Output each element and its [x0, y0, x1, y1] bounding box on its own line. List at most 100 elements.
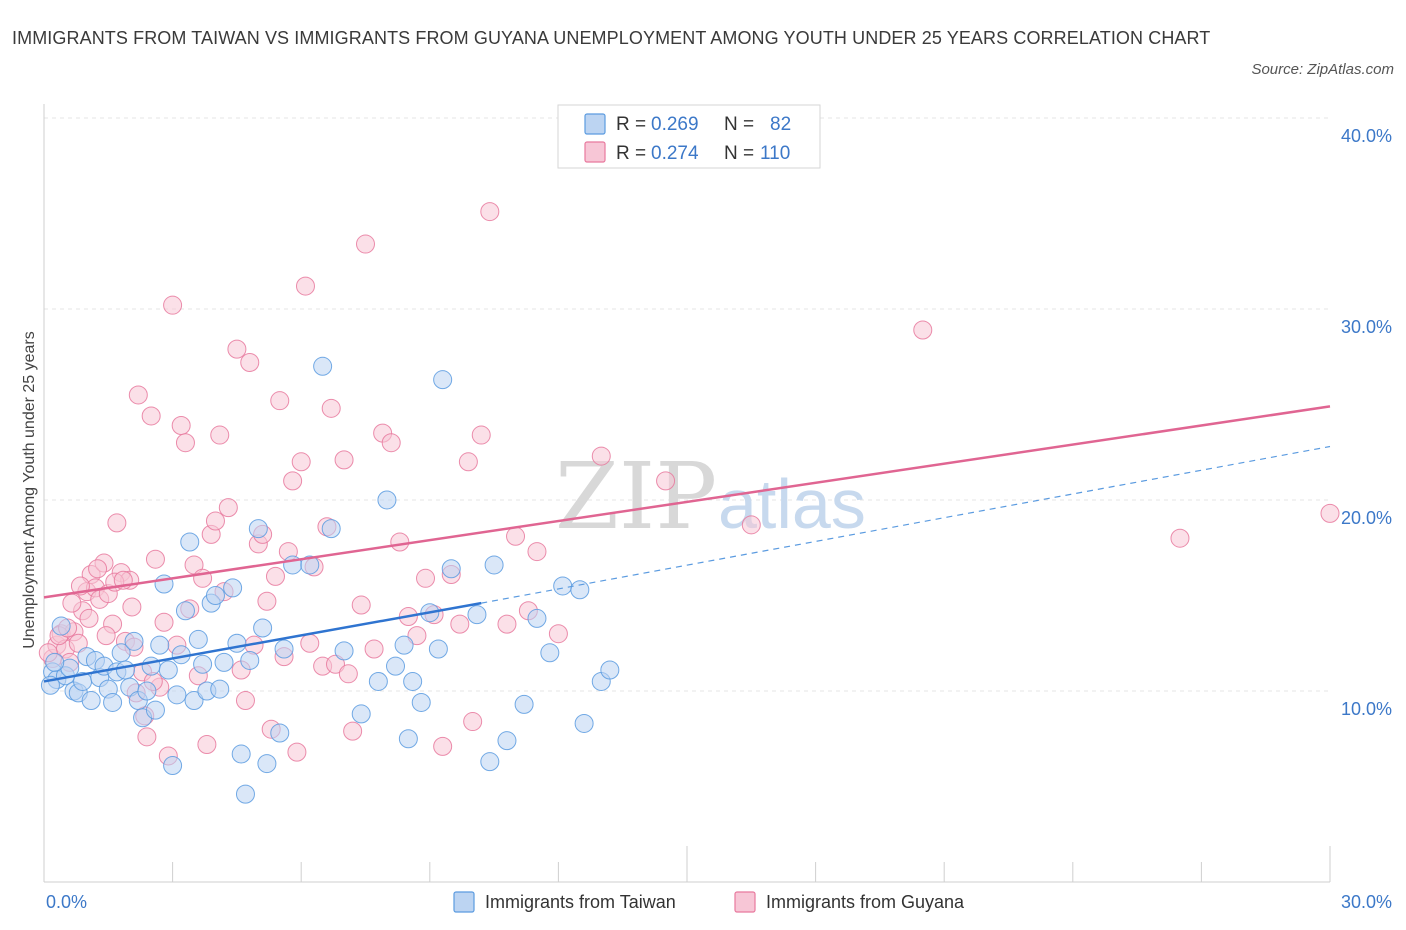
guyana-point-81 — [458, 452, 478, 472]
guyana-point-106 — [122, 597, 142, 617]
taiwan-point-31 — [175, 601, 195, 621]
guyana-point-56 — [287, 742, 307, 762]
legend-r-label-taiwan: R = — [616, 114, 646, 135]
taiwan-point-48 — [257, 754, 277, 774]
taiwan-point-72 — [514, 694, 534, 714]
taiwan-point-71 — [497, 731, 517, 751]
bottom-legend-swatch-guyana — [734, 891, 756, 913]
taiwan-point-33 — [184, 691, 204, 711]
taiwan-point-57 — [368, 671, 388, 691]
guyana-point-28 — [163, 295, 183, 315]
guyana-point-80 — [450, 614, 470, 634]
guyana-point-65 — [334, 450, 354, 470]
guyana-point-82 — [463, 712, 483, 732]
guyana-point-36 — [197, 734, 217, 754]
guyana-point-26 — [154, 612, 174, 632]
legend-r-label-guyana: R = — [616, 143, 646, 164]
guyana-point-58 — [295, 276, 315, 296]
taiwan-point-58 — [377, 490, 397, 510]
taiwan-trend-extension — [481, 445, 1331, 604]
taiwan-point-41 — [223, 578, 243, 598]
guyana-point-91 — [656, 471, 676, 491]
taiwan-point-35 — [193, 654, 213, 674]
guyana-point-75 — [407, 626, 427, 646]
taiwan-point-25 — [150, 635, 170, 655]
legend-n-value-guyana: 110 — [760, 143, 790, 164]
taiwan-point-54 — [321, 519, 341, 539]
taiwan-point-45 — [240, 650, 260, 670]
axes — [43, 104, 1331, 883]
taiwan-point-32 — [180, 532, 200, 552]
guyana-point-95 — [1320, 503, 1340, 523]
taiwan-point-65 — [428, 639, 448, 659]
guyana-point-68 — [351, 595, 371, 615]
guyana-point-76 — [416, 568, 436, 588]
taiwan-point-59 — [386, 656, 406, 676]
guyana-point-101 — [79, 608, 99, 628]
taiwan-point-17 — [115, 660, 135, 680]
guyana-point-78 — [433, 736, 453, 756]
guyana-point-52 — [270, 391, 290, 411]
guyana-point-24 — [145, 549, 165, 569]
guyana-point-20 — [128, 385, 148, 405]
taiwan-point-40 — [214, 652, 234, 672]
guyana-point-88 — [527, 542, 547, 562]
guyana-point-93 — [913, 320, 933, 340]
guyana-point-94 — [1170, 528, 1190, 548]
taiwan-point-76 — [570, 580, 590, 600]
guyana-point-49 — [257, 591, 277, 611]
guyana-point-59 — [300, 633, 320, 653]
y-tick-label-3: 40.0% — [1341, 126, 1392, 146]
taiwan-trend-line — [43, 601, 482, 683]
taiwan-point-9 — [81, 691, 101, 711]
y-tick-label-0: 10.0% — [1341, 699, 1392, 719]
taiwan-point-53 — [313, 356, 333, 376]
x-tick-label-1: 30.0% — [1341, 892, 1392, 912]
legend-r-value-taiwan: 0.269 — [651, 114, 699, 135]
bottom-legend-swatch-taiwan — [453, 891, 475, 913]
guyana-point-99 — [62, 593, 82, 613]
taiwan-point-19 — [124, 631, 144, 651]
guyana-point-86 — [506, 526, 526, 546]
taiwan-point-44 — [235, 784, 255, 804]
taiwan-point-70 — [484, 555, 504, 575]
trend-lines — [43, 405, 1331, 683]
taiwan-point-60 — [394, 635, 414, 655]
bottom-legend: Immigrants from Taiwan Immigrants from G… — [453, 891, 965, 913]
legend-swatch-guyana — [584, 141, 606, 163]
guyana-point-30 — [171, 416, 191, 436]
taiwan-point-38 — [205, 586, 225, 605]
taiwan-point-61 — [398, 729, 418, 749]
taiwan-point-49 — [270, 723, 290, 743]
taiwan-point-66 — [433, 370, 453, 390]
taiwan-point-46 — [248, 519, 268, 539]
guyana-point-63 — [321, 398, 341, 418]
taiwan-point-56 — [351, 704, 371, 724]
taiwan-point-24 — [145, 700, 165, 720]
taiwan-point-79 — [600, 660, 620, 680]
guyana-point-73 — [390, 532, 410, 552]
taiwan-point-67 — [441, 559, 461, 579]
taiwan-point-75 — [553, 576, 573, 596]
y-tick-label-2: 30.0% — [1341, 317, 1392, 337]
taiwan-point-42 — [227, 633, 247, 653]
bottom-legend-taiwan: Immigrants from Taiwan — [485, 892, 676, 912]
x-tick-label-0: 0.0% — [46, 892, 87, 912]
guyana-point-45 — [240, 352, 260, 372]
chart-title: IMMIGRANTS FROM TAIWAN VS IMMIGRANTS FRO… — [12, 28, 1211, 48]
guyana-point-70 — [364, 639, 384, 659]
legend-n-label-guyana: N = — [724, 143, 754, 164]
y-tick-label-1: 20.0% — [1341, 508, 1392, 528]
guyana-point-38 — [205, 511, 225, 531]
guyana-point-67 — [343, 721, 363, 741]
guyana-point-31 — [175, 433, 195, 453]
source-label: Source: ZipAtlas.com — [1251, 61, 1394, 78]
taiwan-point-29 — [167, 685, 187, 705]
taiwan-point-39 — [210, 679, 230, 699]
guyana-point-42 — [227, 339, 247, 359]
guyana-point-57 — [291, 452, 311, 472]
taiwan-point-81 — [45, 652, 65, 672]
tick-labels: 10.0% 20.0% 30.0% 40.0% 0.0% 30.0% — [46, 126, 1392, 912]
taiwan-point-2 — [51, 616, 71, 636]
taiwan-point-50 — [274, 639, 294, 659]
